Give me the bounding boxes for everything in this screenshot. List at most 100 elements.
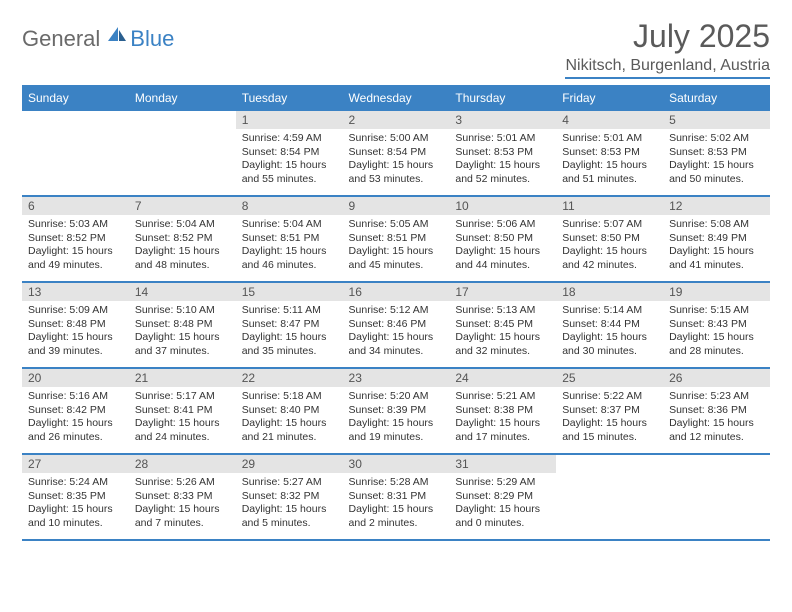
day-info: Sunrise: 5:04 AMSunset: 8:51 PMDaylight:… bbox=[236, 215, 343, 279]
daylight-line: Daylight: 15 hours and 15 minutes. bbox=[562, 417, 657, 444]
day-number: 12 bbox=[663, 197, 770, 215]
day-info: Sunrise: 5:21 AMSunset: 8:38 PMDaylight:… bbox=[449, 387, 556, 451]
calendar-cell bbox=[663, 454, 770, 540]
sunrise-line: Sunrise: 5:12 AM bbox=[349, 304, 444, 318]
day-info: Sunrise: 5:12 AMSunset: 8:46 PMDaylight:… bbox=[343, 301, 450, 365]
daylight-line: Daylight: 15 hours and 10 minutes. bbox=[28, 503, 123, 530]
sunrise-line: Sunrise: 5:06 AM bbox=[455, 218, 550, 232]
sunset-line: Sunset: 8:39 PM bbox=[349, 404, 444, 418]
weekday-header-row: Sunday Monday Tuesday Wednesday Thursday… bbox=[22, 86, 770, 110]
day-info: Sunrise: 5:05 AMSunset: 8:51 PMDaylight:… bbox=[343, 215, 450, 279]
sunset-line: Sunset: 8:49 PM bbox=[669, 232, 764, 246]
sunset-line: Sunset: 8:48 PM bbox=[135, 318, 230, 332]
sunset-line: Sunset: 8:36 PM bbox=[669, 404, 764, 418]
day-info: Sunrise: 5:09 AMSunset: 8:48 PMDaylight:… bbox=[22, 301, 129, 365]
daylight-line: Daylight: 15 hours and 17 minutes. bbox=[455, 417, 550, 444]
day-number: 3 bbox=[449, 111, 556, 129]
day-number bbox=[556, 455, 663, 459]
day-info: Sunrise: 5:14 AMSunset: 8:44 PMDaylight:… bbox=[556, 301, 663, 365]
calendar-cell: 10Sunrise: 5:06 AMSunset: 8:50 PMDayligh… bbox=[449, 196, 556, 282]
calendar-cell: 19Sunrise: 5:15 AMSunset: 8:43 PMDayligh… bbox=[663, 282, 770, 368]
sunrise-line: Sunrise: 5:21 AM bbox=[455, 390, 550, 404]
daylight-line: Daylight: 15 hours and 19 minutes. bbox=[349, 417, 444, 444]
day-info: Sunrise: 5:04 AMSunset: 8:52 PMDaylight:… bbox=[129, 215, 236, 279]
day-number: 25 bbox=[556, 369, 663, 387]
day-number: 18 bbox=[556, 283, 663, 301]
calendar-cell: 25Sunrise: 5:22 AMSunset: 8:37 PMDayligh… bbox=[556, 368, 663, 454]
brand-part2: Blue bbox=[130, 26, 174, 52]
day-number: 19 bbox=[663, 283, 770, 301]
sunrise-line: Sunrise: 5:05 AM bbox=[349, 218, 444, 232]
sunset-line: Sunset: 8:42 PM bbox=[28, 404, 123, 418]
day-info: Sunrise: 5:06 AMSunset: 8:50 PMDaylight:… bbox=[449, 215, 556, 279]
day-info: Sunrise: 5:15 AMSunset: 8:43 PMDaylight:… bbox=[663, 301, 770, 365]
calendar-cell: 23Sunrise: 5:20 AMSunset: 8:39 PMDayligh… bbox=[343, 368, 450, 454]
day-number: 1 bbox=[236, 111, 343, 129]
sunrise-line: Sunrise: 5:24 AM bbox=[28, 476, 123, 490]
sunrise-line: Sunrise: 5:04 AM bbox=[135, 218, 230, 232]
day-info: Sunrise: 5:00 AMSunset: 8:54 PMDaylight:… bbox=[343, 129, 450, 193]
sunset-line: Sunset: 8:40 PM bbox=[242, 404, 337, 418]
day-info: Sunrise: 4:59 AMSunset: 8:54 PMDaylight:… bbox=[236, 129, 343, 193]
day-number: 17 bbox=[449, 283, 556, 301]
calendar-table: Sunday Monday Tuesday Wednesday Thursday… bbox=[22, 85, 770, 541]
day-info: Sunrise: 5:29 AMSunset: 8:29 PMDaylight:… bbox=[449, 473, 556, 537]
sunrise-line: Sunrise: 5:04 AM bbox=[242, 218, 337, 232]
day-number: 2 bbox=[343, 111, 450, 129]
sunrise-line: Sunrise: 5:08 AM bbox=[669, 218, 764, 232]
daylight-line: Daylight: 15 hours and 50 minutes. bbox=[669, 159, 764, 186]
calendar-week-row: 1Sunrise: 4:59 AMSunset: 8:54 PMDaylight… bbox=[22, 110, 770, 196]
calendar-cell: 27Sunrise: 5:24 AMSunset: 8:35 PMDayligh… bbox=[22, 454, 129, 540]
day-info: Sunrise: 5:01 AMSunset: 8:53 PMDaylight:… bbox=[556, 129, 663, 193]
calendar-cell: 1Sunrise: 4:59 AMSunset: 8:54 PMDaylight… bbox=[236, 110, 343, 196]
calendar-cell: 4Sunrise: 5:01 AMSunset: 8:53 PMDaylight… bbox=[556, 110, 663, 196]
calendar-cell bbox=[556, 454, 663, 540]
day-info: Sunrise: 5:27 AMSunset: 8:32 PMDaylight:… bbox=[236, 473, 343, 537]
calendar-cell bbox=[129, 110, 236, 196]
day-info: Sunrise: 5:03 AMSunset: 8:52 PMDaylight:… bbox=[22, 215, 129, 279]
calendar-cell: 2Sunrise: 5:00 AMSunset: 8:54 PMDaylight… bbox=[343, 110, 450, 196]
day-number: 22 bbox=[236, 369, 343, 387]
calendar-cell: 17Sunrise: 5:13 AMSunset: 8:45 PMDayligh… bbox=[449, 282, 556, 368]
calendar-cell: 22Sunrise: 5:18 AMSunset: 8:40 PMDayligh… bbox=[236, 368, 343, 454]
day-number: 15 bbox=[236, 283, 343, 301]
day-info: Sunrise: 5:08 AMSunset: 8:49 PMDaylight:… bbox=[663, 215, 770, 279]
sunrise-line: Sunrise: 5:17 AM bbox=[135, 390, 230, 404]
sunset-line: Sunset: 8:41 PM bbox=[135, 404, 230, 418]
sunset-line: Sunset: 8:37 PM bbox=[562, 404, 657, 418]
sunset-line: Sunset: 8:31 PM bbox=[349, 490, 444, 504]
brand-part1: General bbox=[22, 26, 100, 52]
sunset-line: Sunset: 8:45 PM bbox=[455, 318, 550, 332]
calendar-week-row: 20Sunrise: 5:16 AMSunset: 8:42 PMDayligh… bbox=[22, 368, 770, 454]
day-info: Sunrise: 5:10 AMSunset: 8:48 PMDaylight:… bbox=[129, 301, 236, 365]
daylight-line: Daylight: 15 hours and 0 minutes. bbox=[455, 503, 550, 530]
sunset-line: Sunset: 8:47 PM bbox=[242, 318, 337, 332]
calendar-cell: 31Sunrise: 5:29 AMSunset: 8:29 PMDayligh… bbox=[449, 454, 556, 540]
day-number: 11 bbox=[556, 197, 663, 215]
calendar-cell: 14Sunrise: 5:10 AMSunset: 8:48 PMDayligh… bbox=[129, 282, 236, 368]
calendar-cell: 12Sunrise: 5:08 AMSunset: 8:49 PMDayligh… bbox=[663, 196, 770, 282]
day-number bbox=[22, 111, 129, 115]
sunrise-line: Sunrise: 5:23 AM bbox=[669, 390, 764, 404]
day-number: 20 bbox=[22, 369, 129, 387]
sunrise-line: Sunrise: 5:29 AM bbox=[455, 476, 550, 490]
sunrise-line: Sunrise: 5:07 AM bbox=[562, 218, 657, 232]
day-number: 5 bbox=[663, 111, 770, 129]
day-info: Sunrise: 5:20 AMSunset: 8:39 PMDaylight:… bbox=[343, 387, 450, 451]
day-number: 26 bbox=[663, 369, 770, 387]
daylight-line: Daylight: 15 hours and 44 minutes. bbox=[455, 245, 550, 272]
day-number bbox=[663, 455, 770, 459]
day-number: 21 bbox=[129, 369, 236, 387]
daylight-line: Daylight: 15 hours and 49 minutes. bbox=[28, 245, 123, 272]
calendar-cell: 5Sunrise: 5:02 AMSunset: 8:53 PMDaylight… bbox=[663, 110, 770, 196]
day-number: 7 bbox=[129, 197, 236, 215]
sunset-line: Sunset: 8:32 PM bbox=[242, 490, 337, 504]
day-number: 23 bbox=[343, 369, 450, 387]
sunset-line: Sunset: 8:54 PM bbox=[349, 146, 444, 160]
daylight-line: Daylight: 15 hours and 2 minutes. bbox=[349, 503, 444, 530]
sunset-line: Sunset: 8:38 PM bbox=[455, 404, 550, 418]
day-info: Sunrise: 5:01 AMSunset: 8:53 PMDaylight:… bbox=[449, 129, 556, 193]
day-info: Sunrise: 5:23 AMSunset: 8:36 PMDaylight:… bbox=[663, 387, 770, 451]
daylight-line: Daylight: 15 hours and 51 minutes. bbox=[562, 159, 657, 186]
daylight-line: Daylight: 15 hours and 21 minutes. bbox=[242, 417, 337, 444]
